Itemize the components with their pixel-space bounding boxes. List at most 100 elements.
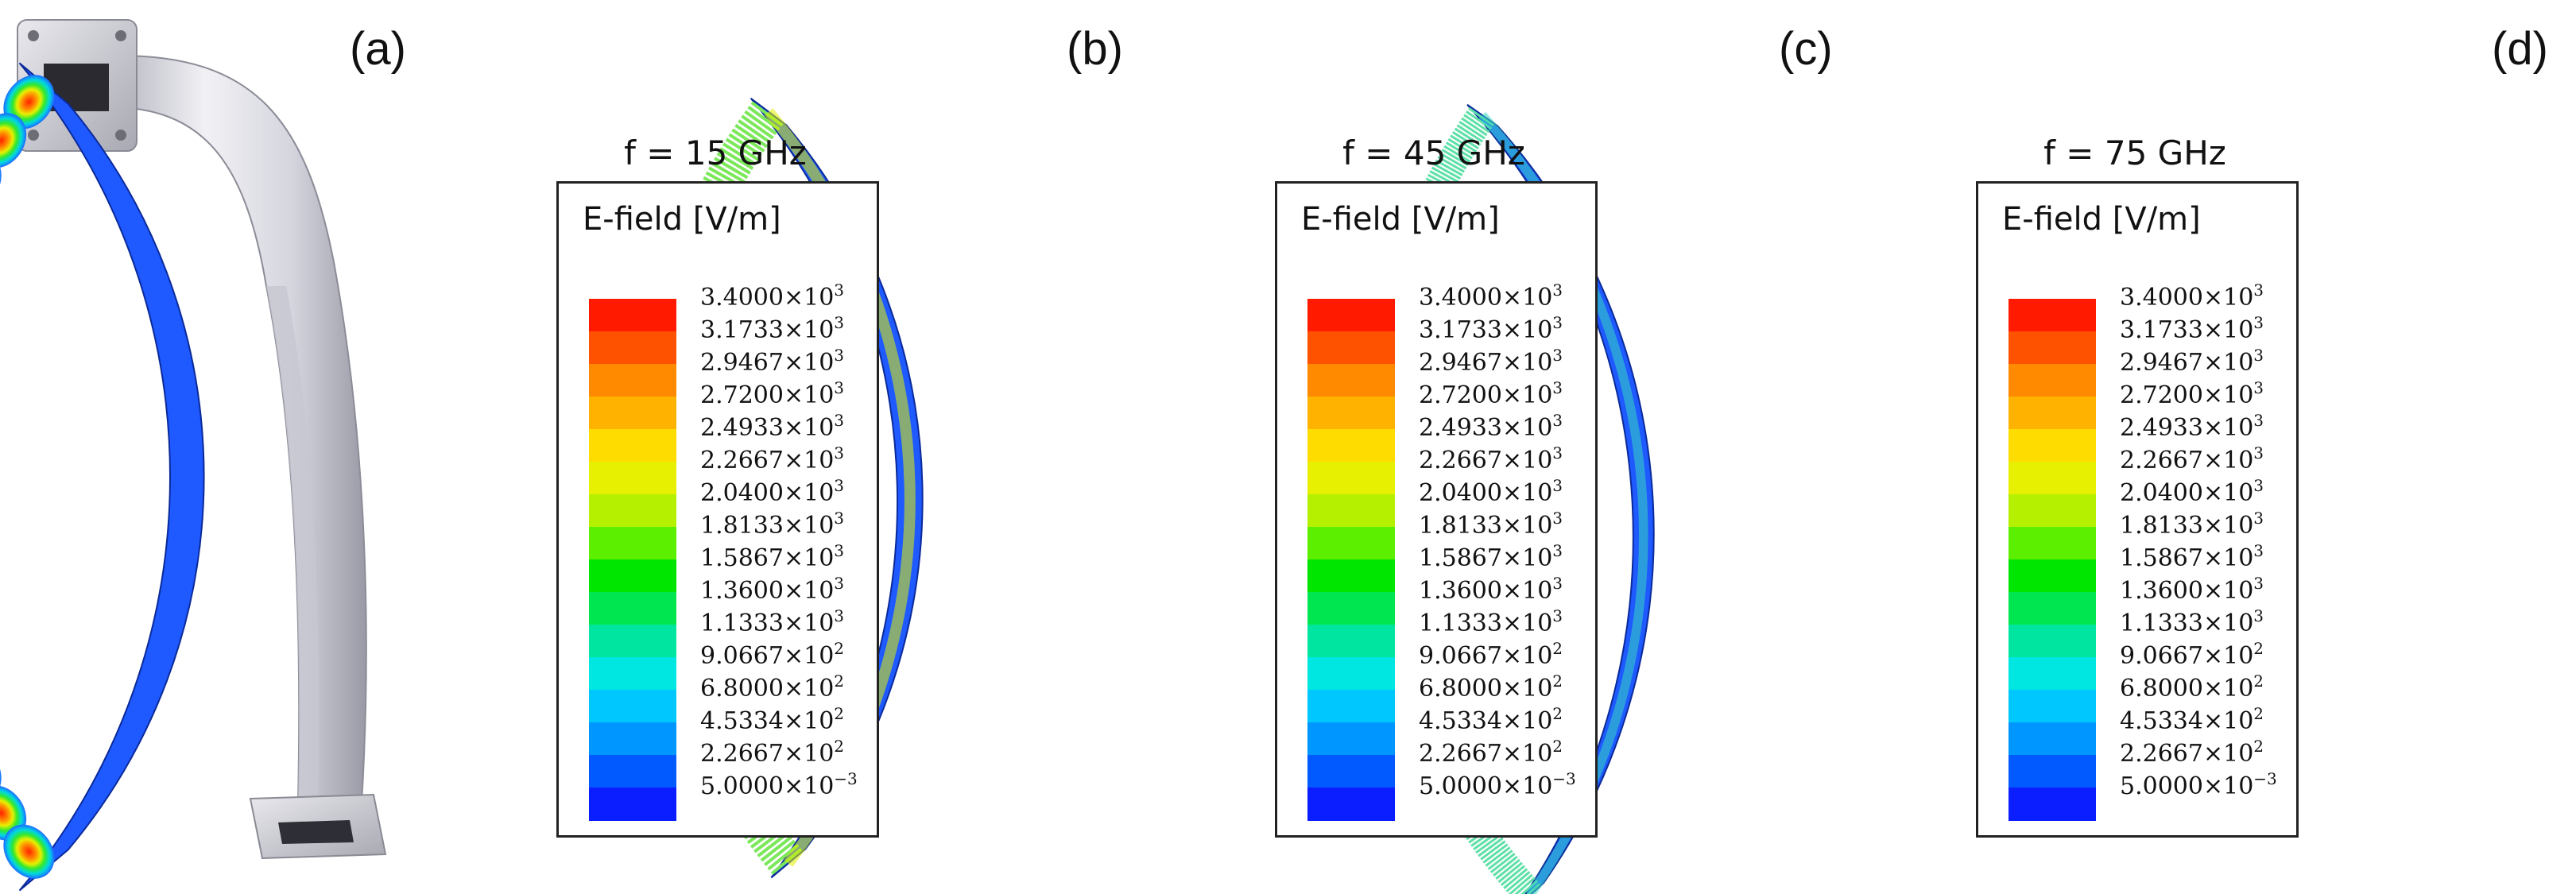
legend-swatch bbox=[589, 755, 676, 788]
legend-swatch bbox=[2009, 690, 2096, 723]
legend-swatch bbox=[1307, 494, 1395, 528]
legend-value: 2.7200×103 bbox=[700, 378, 845, 409]
legend-value: 5.0000×10−3 bbox=[1419, 769, 1576, 800]
legend-value: 1.3600×103 bbox=[2120, 574, 2264, 605]
legend-swatch bbox=[2009, 592, 2096, 625]
legend-swatch bbox=[1307, 559, 1395, 593]
legend-swatch bbox=[1307, 364, 1395, 397]
legend-swatch bbox=[2009, 527, 2096, 560]
legend-swatch bbox=[589, 462, 676, 495]
legend-swatch bbox=[1307, 788, 1395, 821]
legend-value: 1.8133×103 bbox=[700, 509, 845, 540]
legend-value: 1.3600×103 bbox=[700, 574, 845, 605]
legend-value: 4.5334×102 bbox=[1419, 704, 1563, 735]
legend-swatch bbox=[2009, 331, 2096, 365]
legend-value: 6.8000×102 bbox=[1419, 671, 1563, 702]
colorbar-legend-b: E-field [V/m] 3.4000×103 3.1733×103 2.9467×… bbox=[556, 181, 879, 838]
legend-value: 4.5334×102 bbox=[700, 704, 845, 735]
legend-value: 1.3600×103 bbox=[1419, 574, 1563, 605]
legend-swatch bbox=[589, 722, 676, 756]
legend-swatch bbox=[1307, 690, 1395, 723]
legend-value: 1.1333×103 bbox=[1419, 606, 1563, 637]
panel-label-d: (d) bbox=[2492, 23, 2548, 75]
legend-value: 2.9467×103 bbox=[2120, 346, 2264, 377]
legend-value: 3.4000×103 bbox=[2120, 281, 2264, 312]
legend-value: 3.4000×103 bbox=[700, 281, 845, 312]
legend-value: 4.5334×102 bbox=[2120, 704, 2264, 735]
legend-swatch bbox=[589, 364, 676, 397]
legend-title: E-field [V/m] bbox=[2002, 201, 2201, 238]
legend-swatch bbox=[1307, 331, 1395, 365]
waveguide-3d-model bbox=[17, 19, 387, 860]
legend-swatch bbox=[2009, 429, 2096, 462]
panel-label-a: (a) bbox=[350, 23, 406, 75]
legend-swatch bbox=[589, 657, 676, 691]
field-arc-15ghz bbox=[0, 62, 205, 892]
legend-value: 1.5867×103 bbox=[2120, 541, 2264, 572]
legend-value: 1.8133×103 bbox=[2120, 509, 2264, 540]
legend-swatch bbox=[2009, 364, 2096, 397]
legend-swatch bbox=[589, 788, 676, 821]
legend-swatch bbox=[589, 625, 676, 658]
legend-value: 1.1333×103 bbox=[2120, 606, 2264, 637]
legend-swatch bbox=[1307, 397, 1395, 430]
legend-swatch bbox=[589, 559, 676, 593]
legend-swatch bbox=[1307, 657, 1395, 691]
legend-swatch bbox=[2009, 462, 2096, 495]
frequency-label-d: f = 75 GHz bbox=[2043, 134, 2226, 172]
legend-value: 2.0400×103 bbox=[700, 476, 845, 507]
legend-swatch bbox=[2009, 397, 2096, 430]
legend-value: 2.4933×103 bbox=[700, 411, 845, 442]
legend-value: 2.2667×102 bbox=[1419, 737, 1563, 768]
panel-label-c: (c) bbox=[1779, 23, 1833, 75]
legend-value: 5.0000×10−3 bbox=[700, 769, 858, 800]
legend-swatch bbox=[589, 299, 676, 332]
legend-swatch bbox=[1307, 592, 1395, 625]
legend-swatch bbox=[1307, 429, 1395, 462]
legend-value: 2.2667×102 bbox=[700, 737, 845, 768]
legend-swatch bbox=[2009, 755, 2096, 788]
legend-value: 2.0400×103 bbox=[1419, 476, 1563, 507]
legend-value: 2.4933×103 bbox=[1419, 411, 1563, 442]
legend-value: 2.7200×103 bbox=[1419, 378, 1563, 409]
colorbar-legend-d: E-field [V/m] 3.4000×103 3.1733×103 2.9467×… bbox=[1976, 181, 2299, 838]
legend-value: 3.1733×103 bbox=[700, 313, 845, 344]
legend-swatch bbox=[1307, 462, 1395, 495]
legend-swatch bbox=[589, 494, 676, 528]
legend-value: 2.9467×103 bbox=[700, 346, 845, 377]
legend-value: 6.8000×102 bbox=[700, 671, 845, 702]
legend-swatch bbox=[589, 527, 676, 560]
legend-value: 9.0667×102 bbox=[1419, 639, 1563, 670]
legend-swatch bbox=[2009, 722, 2096, 756]
legend-swatch bbox=[589, 429, 676, 462]
legend-value: 1.1333×103 bbox=[700, 606, 845, 637]
legend-value: 6.8000×102 bbox=[2120, 671, 2264, 702]
legend-swatch bbox=[2009, 494, 2096, 528]
legend-swatch bbox=[589, 397, 676, 430]
legend-swatch bbox=[2009, 657, 2096, 691]
legend-title: E-field [V/m] bbox=[1301, 201, 1500, 238]
legend-value: 9.0667×102 bbox=[700, 639, 845, 670]
legend-value: 2.7200×103 bbox=[2120, 378, 2264, 409]
legend-swatch bbox=[1307, 755, 1395, 788]
legend-swatch bbox=[2009, 559, 2096, 593]
legend-swatch bbox=[1307, 299, 1395, 332]
legend-title: E-field [V/m] bbox=[583, 201, 781, 238]
legend-swatch bbox=[1307, 527, 1395, 560]
legend-value: 2.2667×103 bbox=[700, 443, 845, 474]
legend-value: 1.5867×103 bbox=[1419, 541, 1563, 572]
legend-value: 2.4933×103 bbox=[2120, 411, 2264, 442]
legend-value: 2.9467×103 bbox=[1419, 346, 1563, 377]
legend-value: 3.1733×103 bbox=[2120, 313, 2264, 344]
legend-swatch bbox=[2009, 299, 2096, 332]
legend-value: 2.2667×103 bbox=[1419, 443, 1563, 474]
panel-label-b: (b) bbox=[1067, 23, 1123, 75]
legend-value: 3.4000×103 bbox=[1419, 281, 1563, 312]
colorbar-legend-c: E-field [V/m] 3.4000×103 3.1733×103 2.9467×… bbox=[1275, 181, 1598, 838]
legend-swatch bbox=[1307, 722, 1395, 756]
legend-value: 2.2667×102 bbox=[2120, 737, 2264, 768]
legend-value: 1.5867×103 bbox=[700, 541, 845, 572]
legend-value: 9.0667×102 bbox=[2120, 639, 2264, 670]
frequency-label-c: f = 45 GHz bbox=[1342, 134, 1525, 172]
legend-swatch bbox=[589, 690, 676, 723]
